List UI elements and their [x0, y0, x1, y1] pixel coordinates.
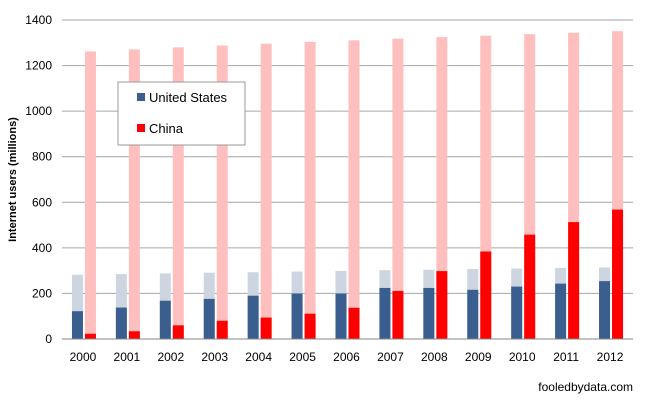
- bar-us-internet-users: [511, 286, 523, 339]
- bar-china-population: [436, 37, 448, 339]
- bar-china-population: [392, 38, 404, 339]
- bar-us-internet-users: [555, 283, 567, 339]
- legend-swatch-china: [137, 124, 145, 132]
- bar-us-internet-users: [203, 298, 215, 339]
- bar-us-internet-users: [71, 311, 83, 339]
- bar-us-population: [71, 274, 83, 339]
- bar-china-internet-users: [84, 333, 96, 339]
- x-tick-label: 2006: [333, 350, 360, 364]
- legend-swatch-united-states: [137, 93, 145, 101]
- x-tick-label: 2012: [597, 350, 624, 364]
- bar-us-internet-users: [159, 300, 171, 339]
- bar-china-population: [480, 35, 492, 340]
- bar-us-internet-users: [423, 287, 435, 339]
- x-tick-label: 2001: [114, 350, 141, 364]
- legend-box: [117, 81, 246, 146]
- bar-china-internet-users: [348, 307, 360, 339]
- x-tick-label: 2008: [421, 350, 448, 364]
- bar-china-population: [172, 47, 184, 339]
- x-tick-labels: 2000 2001 2002 2003 2004 2005 2006 2007 2008 2009…: [70, 350, 624, 364]
- bar-china-population: [216, 45, 228, 340]
- bar-china-population: [128, 49, 140, 340]
- y-tick-label: 200: [32, 286, 52, 300]
- bar-china-internet-users: [392, 290, 404, 339]
- bar-us-internet-users: [247, 295, 259, 339]
- y-tick-label: 800: [32, 150, 52, 164]
- y-tick-label: 0: [45, 332, 52, 346]
- bar-china-internet-users: [524, 234, 536, 339]
- bar-us-internet-users: [467, 289, 479, 339]
- legend-label-china: China: [149, 121, 184, 136]
- gridlines: [62, 19, 633, 294]
- bar-china-internet-users: [612, 209, 624, 339]
- y-tick-label: 1400: [25, 13, 52, 27]
- x-tick-label: 2000: [70, 350, 97, 364]
- bar-china-internet-users: [480, 251, 492, 339]
- y-tick-label: 1000: [25, 104, 52, 118]
- y-tick-label: 600: [32, 195, 52, 209]
- x-tick-label: 2004: [245, 350, 272, 364]
- y-tick-label: 400: [32, 241, 52, 255]
- bar-china-internet-users: [172, 325, 184, 339]
- bar-us-internet-users: [291, 293, 303, 339]
- bar-china-population: [304, 41, 316, 339]
- bar-china-population: [260, 43, 272, 339]
- bar-us-internet-users: [335, 293, 347, 339]
- bars: [71, 31, 624, 340]
- bar-china-internet-users: [436, 271, 448, 339]
- bar-china-population: [568, 32, 580, 339]
- bar-china-population: [348, 40, 360, 339]
- y-axis-label: Internet users (millions): [7, 117, 19, 242]
- bar-us-internet-users: [379, 287, 391, 339]
- x-tick-label: 2007: [377, 350, 404, 364]
- x-tick-label: 2011: [553, 350, 579, 364]
- bar-china-population: [84, 51, 96, 340]
- credit-text: fooledbydata.com: [538, 380, 633, 394]
- y-tick-label: 1200: [25, 59, 52, 73]
- bar-china-internet-users: [568, 222, 580, 339]
- bar-china-internet-users: [260, 317, 272, 339]
- x-tick-label: 2010: [509, 350, 536, 364]
- bar-china-internet-users: [128, 331, 140, 339]
- bar-us-internet-users: [599, 281, 611, 339]
- bar-china-population: [524, 34, 536, 340]
- legend-label-united-states: United States: [149, 90, 228, 105]
- bar-china-internet-users: [216, 320, 228, 339]
- legend: United States China: [117, 81, 246, 146]
- x-tick-label: 2003: [201, 350, 228, 364]
- x-tick-label: 2002: [157, 350, 184, 364]
- x-tick-label: 2005: [289, 350, 316, 364]
- x-tick-label: 2009: [465, 350, 492, 364]
- bar-china-population: [612, 31, 624, 339]
- bar-us-internet-users: [115, 307, 127, 339]
- bar-us-population: [115, 274, 127, 339]
- y-tick-labels: 0 200 400 600 800 1000 1200 1400: [25, 13, 52, 346]
- bar-china-internet-users: [304, 313, 316, 339]
